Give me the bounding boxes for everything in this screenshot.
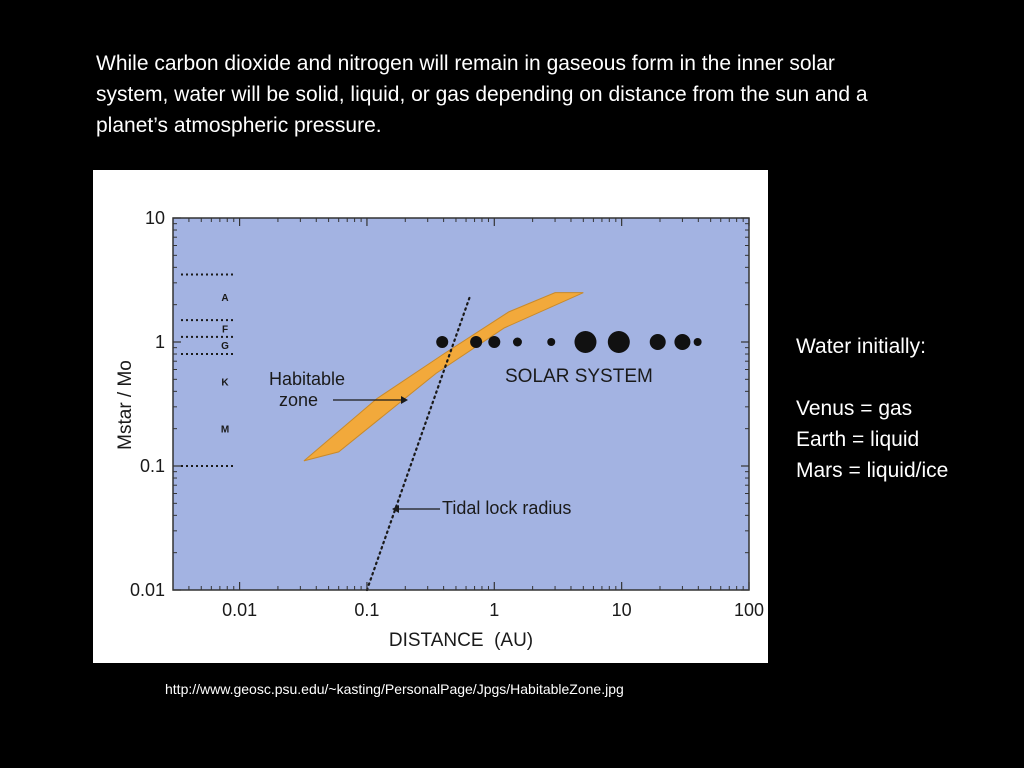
planet-marker [649,334,666,350]
mars-item: Mars = liquid/ice [796,459,949,482]
water-initially-list: Water initially: Venus = gas Earth = liq… [796,331,1016,486]
y-tick-label: 0.1 [140,456,165,476]
planet-marker [693,338,702,346]
y-tick-label: 1 [155,332,165,352]
x-tick-label: 1 [489,600,499,620]
spacer [796,362,1016,393]
plot-area [172,217,750,591]
tidal-lock-line [365,293,472,592]
stellar-class-m: M [221,425,229,436]
x-tick-label: 0.01 [222,600,257,620]
solar-system-label: SOLAR SYSTEM [505,366,653,387]
stellar-class-a: A [221,293,228,304]
x-tick-label: 10 [612,600,632,620]
tidal-lock-label-text: Tidal lock radius [442,498,571,518]
y-axis-label: Mstar / Mo [115,360,136,450]
planet-marker [607,331,630,353]
habitable-zone-arrowhead [401,396,408,404]
source-url: http://www.geosc.psu.edu/~kasting/Person… [165,681,624,697]
planet-marker [488,336,501,348]
habitable-zone-label-line1: Habitable [269,369,345,389]
planet-marker [512,337,522,347]
y-tick-label: 10 [145,208,165,228]
habitable-zone-label-line2: zone [279,390,318,410]
habitable-zone-chart: A FG K M 0.01 0.1 1 10 100 10 1 0.1 0.01 DISTANCE (… [115,208,764,651]
planet-marker [574,331,597,353]
tidal-lock-label: Tidal lock radius [392,498,571,518]
planet-marker [436,336,449,348]
x-tick-label: 100 [734,600,764,620]
y-tick-label: 0.01 [130,580,165,600]
x-tick-label: 0.1 [354,600,379,620]
stellar-class-k: K [221,378,229,389]
habitable-zone-band [303,292,584,462]
earth-item: Earth = liquid [796,428,920,451]
planet-marker [674,334,691,350]
habitable-zone-label: Habitable zone [269,369,408,410]
intro-paragraph: While carbon dioxide and nitrogen will r… [96,52,868,137]
planet-marker [547,338,556,346]
water-heading: Water initially: [796,335,926,358]
x-axis-label: DISTANCE (AU) [389,630,533,651]
stellar-class-f: F [222,325,228,336]
tidal-lock-arrowhead [392,505,399,513]
stellar-class-g: G [221,341,229,352]
venus-item: Venus = gas [796,397,913,420]
planet-marker [470,336,483,348]
